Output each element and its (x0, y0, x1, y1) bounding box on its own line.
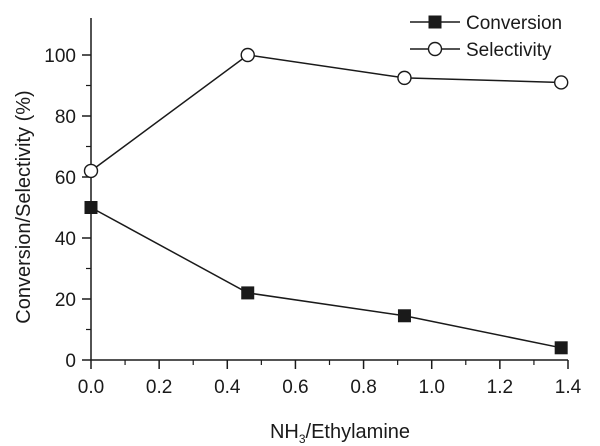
data-point (554, 341, 568, 355)
y-tick-label: 80 (55, 107, 76, 128)
data-point (240, 47, 255, 63)
data-point (397, 309, 411, 323)
x-tick-label: 0.4 (214, 377, 241, 398)
x-tick-label: 0.8 (350, 377, 376, 398)
x-tick-label: 0.0 (78, 377, 104, 398)
y-axis-title: Conversion/Selectivity (%) (13, 90, 35, 323)
x-tick-label: 1.0 (419, 377, 445, 398)
x-axis-title-rest: /Ethylamine (306, 421, 411, 443)
series-conversion (84, 201, 568, 355)
y-tick-label: 60 (55, 168, 76, 189)
legend: Conversion Selectivity (410, 13, 562, 61)
x-axis-title-main: NH (270, 421, 299, 443)
legend-label: Selectivity (466, 40, 552, 61)
legend-item: Selectivity (410, 40, 552, 61)
y-tick-label: 0 (65, 351, 76, 372)
legend-marker (427, 41, 443, 57)
axes: 0.0 0.2 0.4 0.6 0.8 1.0 1.2 1.4 0 20 40 60 80 100 (44, 18, 582, 398)
data-point (83, 163, 99, 179)
series-line (90, 206, 562, 349)
data-point (397, 70, 412, 86)
x-tick-label: 0.2 (146, 377, 172, 398)
x-tick-label: 1.4 (555, 377, 582, 398)
data-point (553, 75, 569, 90)
x-tick-label: 1.2 (487, 377, 513, 398)
legend-marker (428, 15, 442, 29)
legend-label: Conversion (466, 13, 562, 34)
data-point (241, 286, 255, 300)
series-line (90, 54, 562, 172)
x-tick-label: 0.6 (282, 377, 308, 398)
y-tick-label: 100 (44, 46, 76, 67)
y-tick-label: 20 (55, 290, 76, 311)
data-point (84, 201, 98, 214)
series-selectivity (83, 47, 569, 179)
series-layer (83, 47, 569, 355)
x-axis-title-subscript: 3 (299, 432, 306, 446)
x-axis-title: NH3/Ethylamine (270, 421, 410, 446)
legend-item: Conversion (410, 13, 562, 34)
y-tick-label: 40 (55, 229, 76, 250)
